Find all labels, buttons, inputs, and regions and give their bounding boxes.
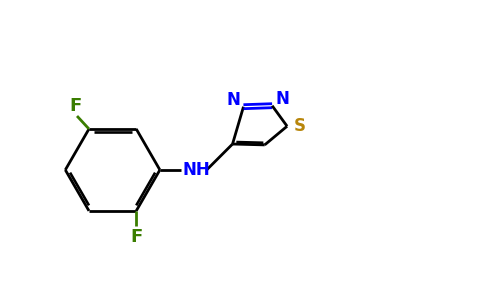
Text: F: F: [130, 228, 142, 246]
Text: F: F: [69, 97, 81, 115]
Text: N: N: [227, 91, 241, 109]
Text: NH: NH: [183, 161, 211, 179]
Text: N: N: [275, 90, 289, 108]
Text: S: S: [293, 117, 305, 135]
